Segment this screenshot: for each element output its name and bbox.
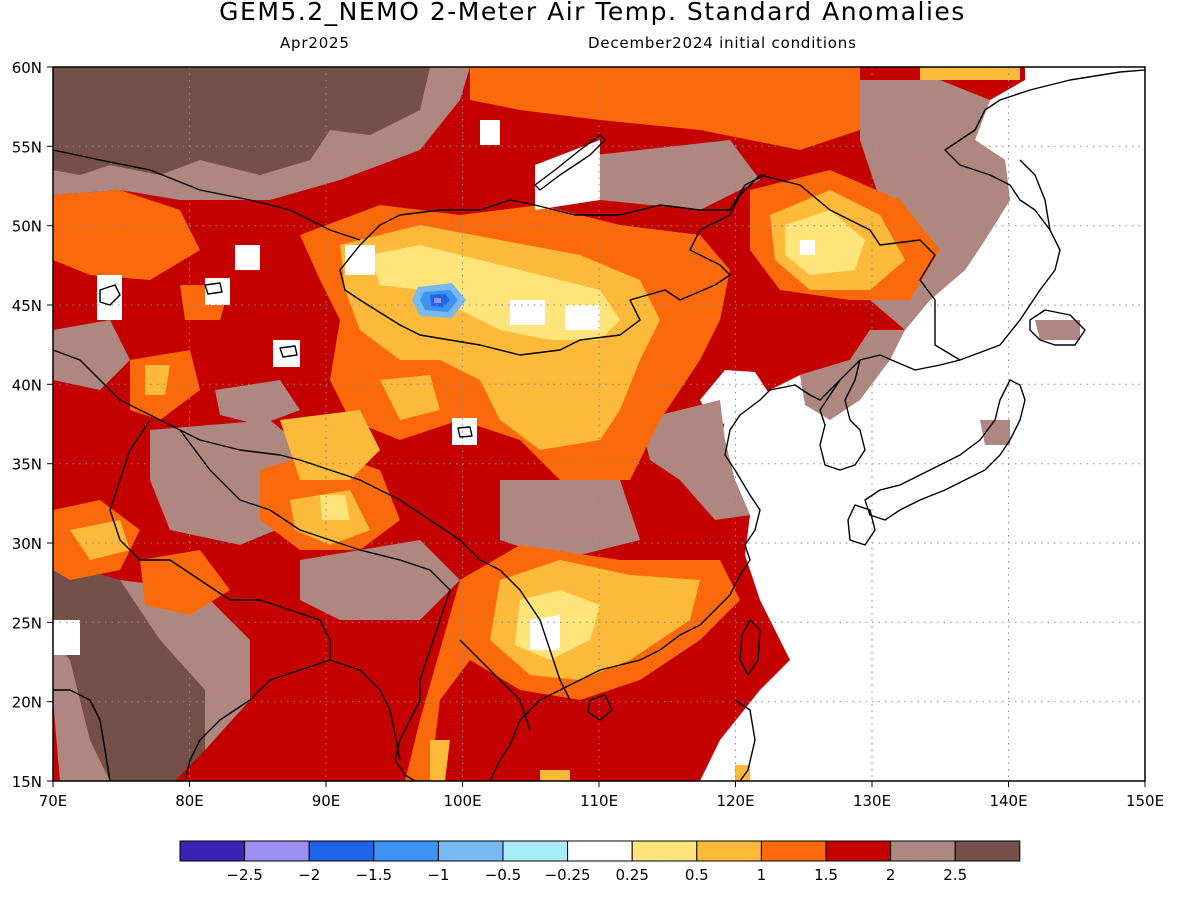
colorbar-swatch <box>373 840 439 862</box>
colorbar-swatch <box>954 840 1021 862</box>
philippines <box>734 699 756 781</box>
colorbar-tick-label: 1.5 <box>814 866 838 884</box>
colorbar-swatch <box>437 840 504 862</box>
colorbar-swatch <box>502 840 569 862</box>
colorbar-tick-label: 0.5 <box>685 866 709 884</box>
longitude-labels: 70E 80E 90E 100E 110E 120E 130E 140E 150… <box>39 792 1164 810</box>
lon-label-130e: 130E <box>853 792 891 810</box>
colorbar-swatch <box>308 840 375 862</box>
colorbar-swatch <box>631 840 698 862</box>
bay-of-bengal-coast <box>329 659 401 761</box>
lat-label-60n: 60N <box>12 59 42 77</box>
ocean-area <box>700 67 1145 781</box>
lake-balkhash <box>99 284 121 306</box>
sakhalin <box>1019 159 1051 231</box>
kazakh-russia-border <box>53 149 361 241</box>
lat-label-40n: 40N <box>12 376 42 394</box>
lon-label-110e: 110E <box>580 792 618 810</box>
tibet-lake <box>279 345 298 358</box>
india-west-coast <box>53 689 111 781</box>
lake-baikal <box>534 134 606 191</box>
issyk-kul <box>204 282 223 295</box>
japan-kyushu <box>847 504 876 546</box>
colorbar-tick-label: −0.5 <box>485 866 521 884</box>
colorbar-tick-label: 2 <box>886 866 896 884</box>
lat-label-15n: 15N <box>12 773 42 791</box>
lon-label-80e: 80E <box>175 792 204 810</box>
colorbar-swatch <box>760 840 827 862</box>
india-coast <box>184 659 331 781</box>
china-east-coast <box>339 69 1145 361</box>
colorbar-tick-label: −1 <box>427 866 449 884</box>
colorbar-swatch <box>244 840 310 862</box>
colorbar-tick-label: −0.25 <box>545 866 591 884</box>
lat-label-25n: 25N <box>12 614 42 632</box>
colorbar-swatch <box>890 840 956 862</box>
himalaya-border <box>179 429 451 700</box>
forecast-month: Apr2025 <box>280 34 350 52</box>
lon-label-100e: 100E <box>443 792 481 810</box>
lat-label-45n: 45N <box>12 297 42 315</box>
indochina-coast <box>489 669 601 781</box>
map-title: GEM5.2_NEMO 2-Meter Air Temp. Standard A… <box>219 0 966 26</box>
colorbar-tick-label: 0.25 <box>615 866 648 884</box>
korea-peninsula <box>819 359 866 471</box>
colorbar-tick-label: −1.5 <box>356 866 392 884</box>
lat-label-55n: 55N <box>12 138 42 156</box>
lon-label-150e: 150E <box>1126 792 1164 810</box>
qinghai-lake <box>457 426 473 438</box>
coastlines-borders <box>53 69 1145 781</box>
japan-hokkaido <box>1029 309 1086 346</box>
lat-label-50n: 50N <box>12 218 42 236</box>
lat-label-20n: 20N <box>12 694 42 712</box>
colorbar-swatch <box>696 840 762 862</box>
colorbar-tick-label: −2 <box>298 866 320 884</box>
colorbar-tick-label: 1 <box>757 866 767 884</box>
taiwan <box>739 619 761 676</box>
axis-ticks <box>47 66 1146 787</box>
lat-label-35n: 35N <box>12 456 42 474</box>
cold-anomaly-spot <box>412 283 466 318</box>
initial-conditions-label: December2024 initial conditions <box>588 34 857 52</box>
colorbar-swatch <box>179 840 246 862</box>
colorbar-swatch <box>567 840 633 862</box>
colorbar-tick-label: 2.5 <box>943 866 967 884</box>
anomaly-field <box>53 67 1145 781</box>
lon-label-140e: 140E <box>989 792 1027 810</box>
lat-label-30n: 30N <box>12 535 42 553</box>
hainan <box>587 694 613 721</box>
lon-label-90e: 90E <box>312 792 341 810</box>
korea-coast <box>599 354 961 671</box>
lon-label-120e: 120E <box>716 792 754 810</box>
south-asia-border <box>109 419 331 660</box>
colorbar-tick-label: −2.5 <box>226 866 262 884</box>
colorbar <box>179 840 1021 862</box>
colorbar-labels: −2.5 −2 −1.5 −1 −0.5 −0.25 0.25 0.5 1 1.5 2 2.5 <box>226 866 967 884</box>
laos-vietnam-border <box>459 639 531 731</box>
central-asia-borders <box>53 349 501 571</box>
latitude-labels: 15N 20N 25N 30N 35N 40N 45N 50N 55N 60N <box>12 59 42 791</box>
colorbar-swatch <box>825 840 892 862</box>
japan-honshu <box>864 379 1026 521</box>
lon-label-70e: 70E <box>39 792 68 810</box>
mainland-sea-border <box>499 569 571 701</box>
